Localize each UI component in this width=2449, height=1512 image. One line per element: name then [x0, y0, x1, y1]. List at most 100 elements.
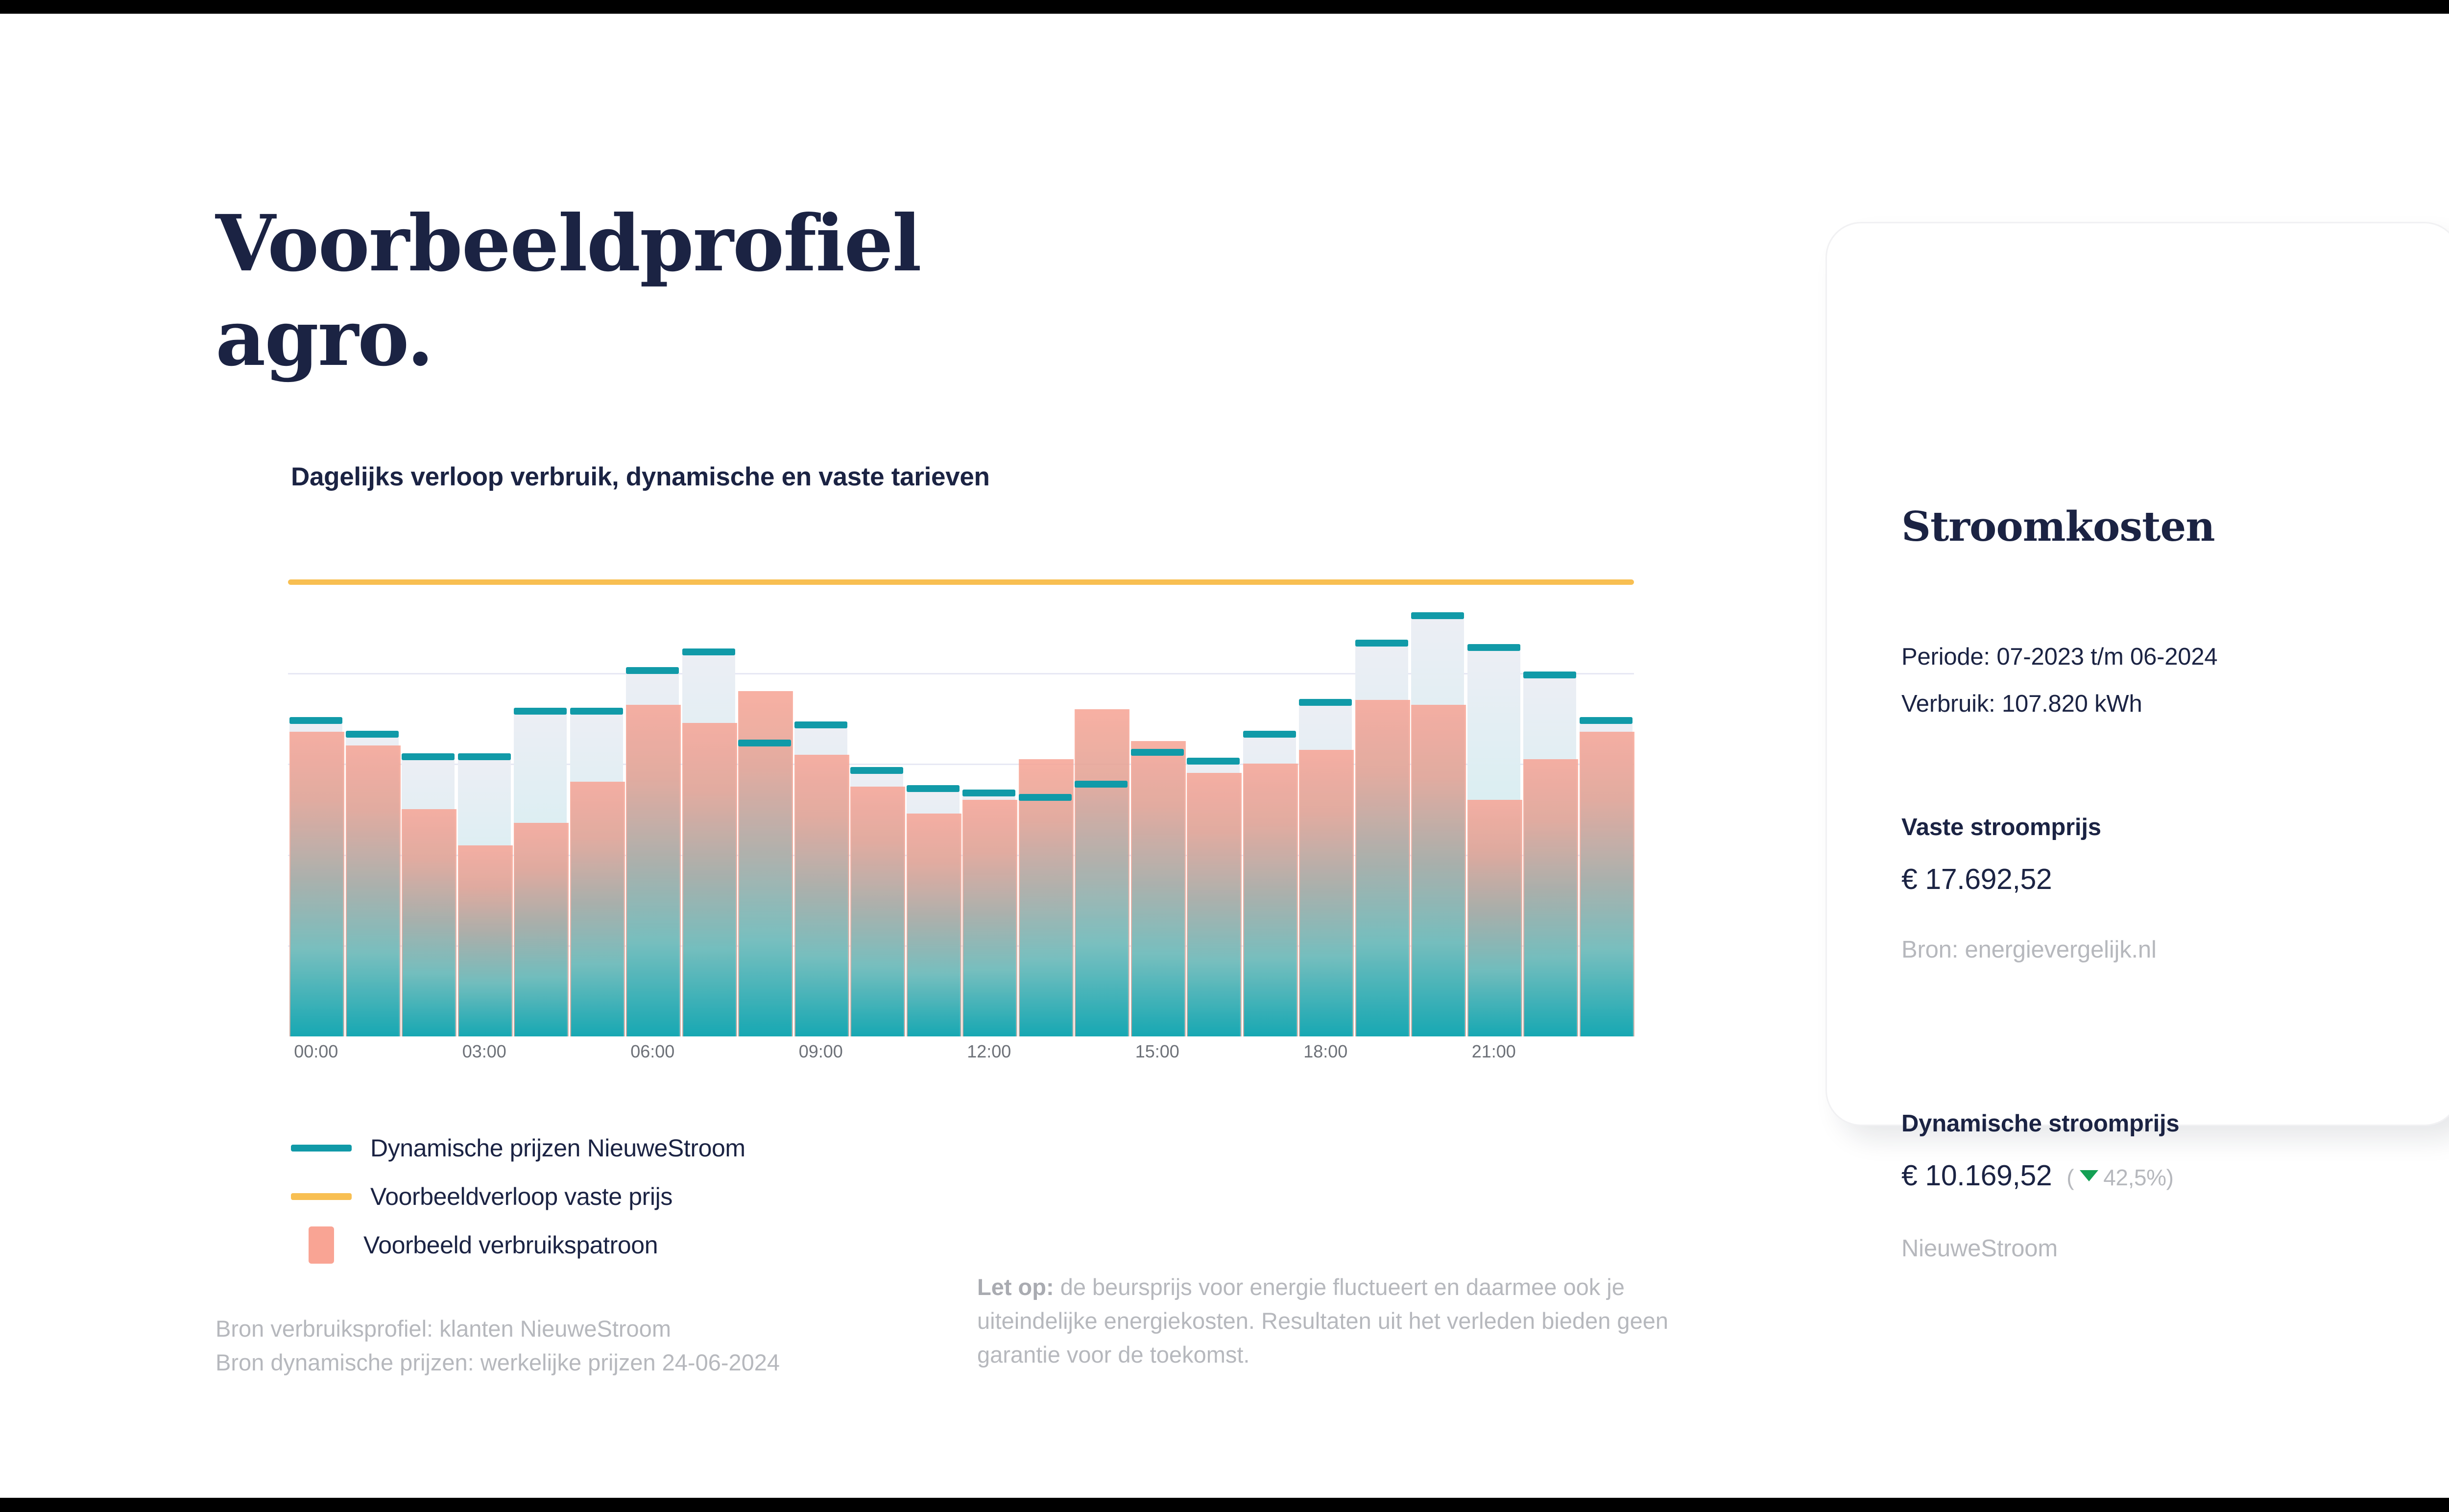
chart-bar-group: [793, 582, 849, 1036]
consumption-bar: [794, 754, 849, 1036]
consumption-bar: [345, 745, 401, 1036]
gridline: [288, 672, 1634, 674]
left-content-column: Voorbeeldprofiel agro. Dagelijks verloop…: [0, 14, 1812, 1498]
dynamic-price-marker: [626, 667, 679, 674]
page-title-line-2: agro.: [216, 292, 434, 384]
consumption-price-chart: 00:00 03:00 06:00 09:00 12:00 15:00 18:00 21:00: [288, 579, 1634, 1061]
delta-close-paren: ): [2166, 1165, 2174, 1190]
card-period: Periode: 07-2023 t/m 06-2024: [1901, 644, 2218, 670]
chart-legend: Dynamische prijzen NieuweStroom Voorbeeld…: [291, 1124, 745, 1269]
x-axis-tick-label: 06:00: [630, 1041, 675, 1061]
disclaimer-lead: Let op:: [977, 1274, 1054, 1300]
chart-bar-group: [456, 582, 513, 1036]
consumption-bar: [514, 822, 569, 1036]
dynamic-price-marker: [1130, 748, 1184, 756]
consumption-bar: [289, 732, 345, 1036]
down-triangle-icon: [2080, 1170, 2099, 1181]
x-axis-tick-label: 00:00: [294, 1041, 338, 1061]
chart-bar-group: [1466, 582, 1522, 1036]
x-axis-tick-label: 09:00: [798, 1041, 843, 1061]
consumption-bar: [1130, 741, 1186, 1036]
disclaimer-note: Let op: de beursprijs voor energie fluct…: [977, 1270, 1741, 1371]
x-axis-tick-label: 12:00: [967, 1041, 1011, 1061]
chart-bar-group: [1129, 582, 1186, 1036]
chart-bar-group: [849, 582, 906, 1036]
chart-bar-group: [288, 582, 345, 1036]
chart-subtitle: Dagelijks verloop verbruik, dynamische e…: [291, 462, 990, 491]
chart-bar-group: [1297, 582, 1354, 1036]
chart-bar-group: [1522, 582, 1579, 1036]
dynamic-price-amount: € 10.169,52: [1901, 1159, 2052, 1192]
dynamic-price-marker: [1579, 717, 1633, 724]
chart-bar-group: [569, 582, 625, 1036]
consumption-bar: [1355, 700, 1410, 1036]
slide-canvas: Voorbeeldprofiel agro. Dagelijks verloop…: [0, 14, 2449, 1498]
x-axis-tick-label: 21:00: [1471, 1041, 1516, 1061]
consumption-bar: [1523, 759, 1579, 1036]
stroomkosten-card: Stroomkosten Periode: 07-2023 t/m 06-202…: [1827, 223, 2449, 1262]
x-axis-tick-label: 15:00: [1135, 1041, 1179, 1061]
dynamic-price-marker: [794, 721, 847, 728]
x-axis-tick-label: 18:00: [1303, 1041, 1348, 1061]
page-title-line-1: Voorbeeldprofiel: [216, 198, 922, 289]
legend-swatch-dynamic-prices: [291, 1144, 352, 1152]
dynamic-price-marker: [1523, 671, 1577, 678]
consumption-bar: [1467, 800, 1522, 1036]
dynamic-price-marker: [514, 708, 567, 715]
dynamic-price-marker: [1187, 758, 1240, 765]
dynamic-price-marker: [1411, 612, 1465, 620]
chart-bar-group: [1073, 582, 1130, 1036]
consumption-bar: [1075, 709, 1130, 1036]
chart-bar-group: [905, 582, 961, 1036]
disclaimer-text: de beursprijs voor energie fluctueert en…: [977, 1274, 1668, 1368]
dynamic-price-marker: [962, 790, 1016, 797]
card-usage: Verbruik: 107.820 kWh: [1901, 691, 2142, 717]
chart-bar-group: [737, 582, 793, 1036]
dynamic-price-marker: [402, 753, 455, 760]
consumption-bar: [682, 722, 737, 1036]
legend-label: Voorbeeldverloop vaste prijs: [370, 1182, 672, 1210]
consumption-bar: [1018, 759, 1074, 1036]
chart-bar-group: [681, 582, 737, 1036]
legend-label: Voorbeeld verbruikspatroon: [363, 1231, 658, 1259]
consumption-bar: [1187, 772, 1242, 1036]
chart-bar-group: [1578, 582, 1634, 1036]
consumption-bar: [1299, 750, 1354, 1036]
consumption-bar: [626, 704, 681, 1036]
chart-bar-group: [961, 582, 1018, 1036]
consumption-bar: [1411, 704, 1466, 1036]
legend-label: Dynamische prijzen NieuweStroom: [370, 1134, 745, 1162]
delta-percent: 42,5%: [2103, 1165, 2166, 1190]
legend-item-consumption-pattern: Voorbeeld verbruikspatroon: [291, 1221, 745, 1269]
chart-bar-group: [344, 582, 401, 1036]
consumption-bar: [738, 691, 793, 1036]
legend-item-dynamic-prices: Dynamische prijzen NieuweStroom: [291, 1124, 745, 1172]
dynamic-price-marker: [738, 740, 792, 747]
source-note-1: Bron verbruiksprofiel: klanten NieuweStr…: [216, 1316, 671, 1342]
consumption-bar: [570, 782, 625, 1036]
page-title: Voorbeeldprofiel agro.: [216, 197, 1342, 386]
dynamic-price-marker: [1243, 730, 1296, 738]
dynamic-price-marker: [345, 730, 399, 738]
fixed-price-heading: Vaste stroomprijs: [1901, 814, 2101, 840]
consumption-bar: [1243, 764, 1298, 1036]
consumption-bar: [457, 845, 513, 1036]
consumption-bar: [402, 809, 457, 1036]
dynamic-price-marker: [1467, 644, 1520, 651]
dynamic-price-marker: [906, 785, 960, 792]
chart-bar-group: [1185, 582, 1242, 1036]
gridline: [288, 764, 1634, 766]
chart-bar-group: [1410, 582, 1466, 1036]
chart-bar-group: [1242, 582, 1298, 1036]
dynamic-price-marker: [570, 708, 623, 715]
dynamic-price-value: € 10.169,52 ( 42,5% ): [1901, 1159, 2174, 1192]
dynamic-price-marker: [1299, 698, 1352, 706]
consumption-bar: [1579, 732, 1634, 1036]
chart-bar-group: [400, 582, 457, 1036]
x-axis-tick-label: 03:00: [462, 1041, 506, 1061]
dynamic-price-source: NieuweStroom: [1901, 1235, 2058, 1262]
dynamic-price-marker: [457, 753, 511, 760]
dynamic-price-marker: [1075, 780, 1128, 788]
dynamic-price-marker: [850, 767, 904, 774]
chart-bar-group: [624, 582, 681, 1036]
